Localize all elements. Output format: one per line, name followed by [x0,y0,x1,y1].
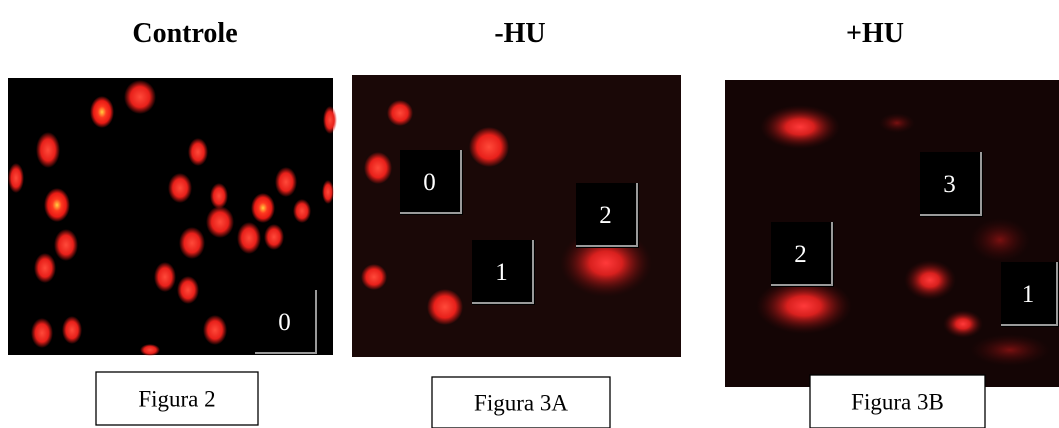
cell [140,344,160,356]
figure: 0 0 1 2 3 2 1 Controle Figura 2 -HU Figura 3A +HU F… [0,0,1059,428]
cell [206,206,234,238]
cell [62,316,82,344]
cell [970,218,1030,262]
caption: Figura 3A [474,391,568,416]
cell [237,222,261,254]
score-label: 2 [599,202,612,229]
score-label: 1 [495,259,508,286]
score-label: 2 [794,241,807,268]
cell [427,289,463,325]
cell [970,334,1050,366]
cell [124,80,156,114]
cell [168,173,192,203]
cell [34,253,56,283]
caption: Figura 2 [138,387,215,412]
cell [361,264,387,290]
cell [31,318,53,348]
cell [364,152,392,184]
cell [469,127,509,167]
cell [179,227,205,259]
cell [8,163,24,193]
cell [275,167,297,197]
score-label: 0 [278,309,291,336]
cell [904,260,956,300]
cell [943,310,983,338]
cell [188,138,208,166]
cell [879,113,915,133]
panel-title: Controle [132,18,237,49]
caption: Figura 3B [851,390,944,415]
cell [323,106,337,134]
score-label: 3 [943,171,956,198]
cell [210,183,228,209]
cell [54,229,78,261]
cell [387,100,413,126]
cell [760,105,840,149]
panel-title: +HU [846,18,904,49]
cell [36,132,60,168]
cell [90,96,114,128]
cell [264,224,284,250]
cell [251,193,275,223]
cell [154,262,176,292]
cell [203,315,227,345]
cell [322,180,334,204]
cell [177,276,199,304]
cell [293,199,311,223]
panel-title: -HU [494,18,545,49]
score-label: 1 [1022,281,1035,308]
score-label: 0 [423,169,436,196]
cell [44,188,70,222]
